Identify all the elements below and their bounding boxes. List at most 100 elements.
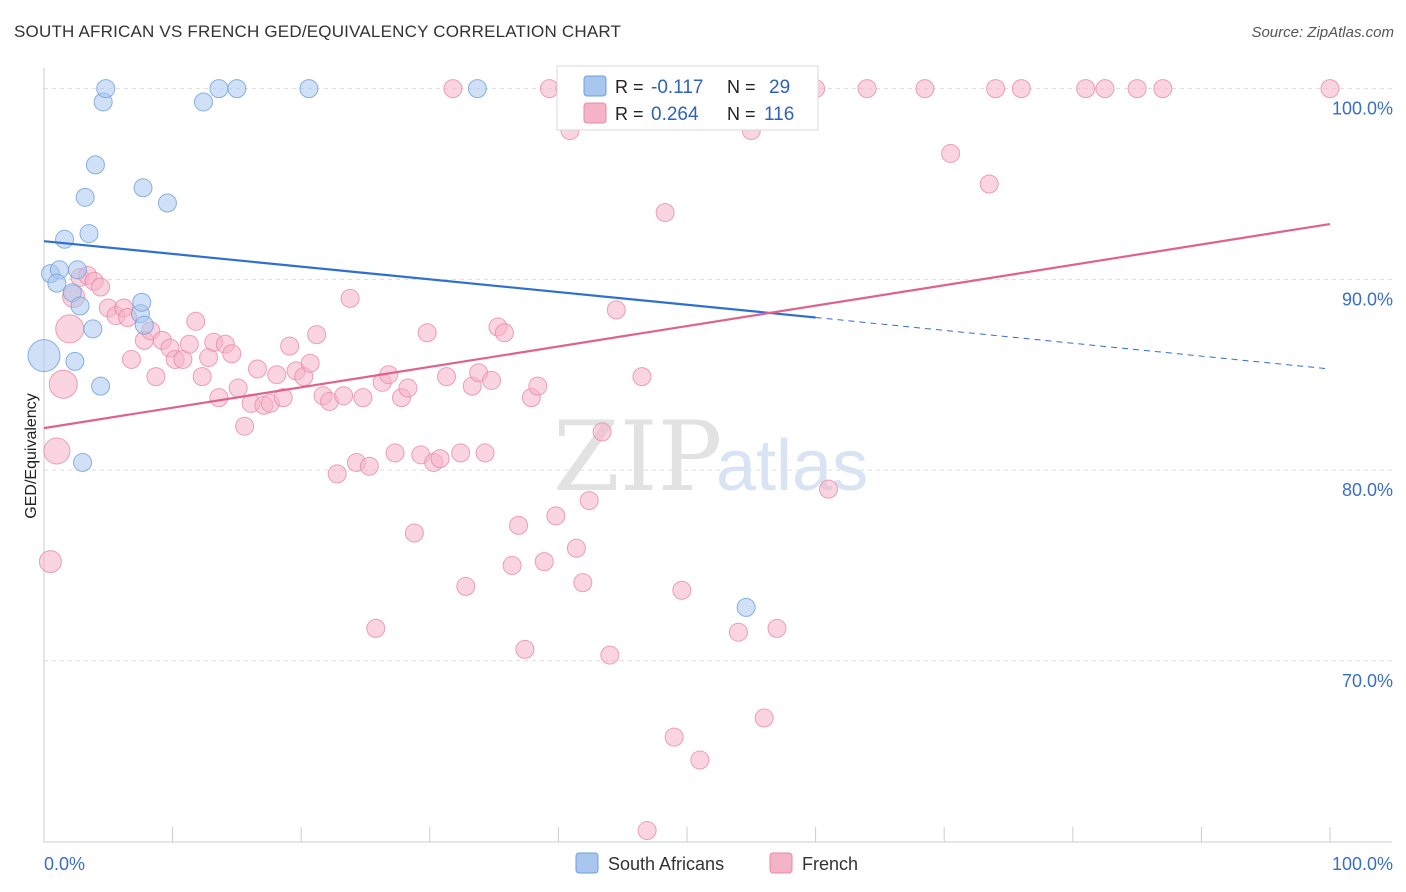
french-point-35 [267,365,287,385]
french-point-1 [43,437,71,465]
y-tick-label-1: 90.0% [1342,289,1393,309]
french-point-105 [857,79,877,99]
french-point-41 [307,325,327,345]
south-african-point-26 [467,79,487,99]
x-tick-label-1: 100.0% [1332,854,1393,874]
french-point-93 [664,727,684,747]
watermark-atlas: atlas [716,426,868,506]
legend: R = -0.117 N = 29 R = 0.264 N = 116 [556,65,819,131]
french-point-68 [482,370,502,390]
french-point-110 [1011,79,1031,99]
french-point-56 [404,523,424,543]
french-point-111 [1076,79,1096,99]
french-point-44 [327,464,347,484]
french-point-62 [443,79,463,99]
south-african-point-28 [736,597,756,617]
french-point-96 [690,750,710,770]
french-point-61 [437,367,457,387]
french-point-64 [456,576,476,596]
south-african-point-22 [193,92,213,112]
south-african-point-21 [157,193,177,213]
south-african-trend-line [43,240,816,319]
legend-n-value-2: 116 [764,104,794,125]
south-african-point-12 [83,319,103,339]
bottom-legend-swatch-french [769,852,793,874]
french-point-86 [600,645,620,665]
legend-r-label-2: R = [615,104,644,124]
french-point-73 [515,639,535,659]
south-african-point-19 [133,178,153,198]
french-point-0 [38,550,62,574]
south-african-point-11 [79,224,99,244]
legend-r-value-1: -0.117 [651,77,703,98]
french-point-30 [235,416,255,436]
bottom-legend-swatch-south-africans [575,852,599,874]
tick-labels: 100.0% 90.0% 80.0% 70.0% 0.0% 100.0% [44,99,1393,874]
legend-r-label-1: R = [615,77,644,97]
south-african-point-10 [75,187,95,207]
french-point-113 [1127,79,1147,99]
south-african-point-6 [65,351,85,371]
data-points [27,79,1340,841]
french-point-83 [579,491,599,511]
south-african-point-23 [209,79,229,99]
french-point-72 [509,515,529,535]
french-point-112 [1095,79,1115,99]
legend-swatch-french [583,102,607,124]
french-point-85 [592,422,612,442]
south-african-point-16 [96,79,116,99]
watermark: ZIP atlas [553,401,868,513]
french-point-55 [398,378,418,398]
french-point-76 [534,552,554,572]
french-point-104 [818,479,838,499]
south-african-point-3 [47,273,67,293]
french-point-58 [417,323,437,343]
legend-r-value-2: 0.264 [651,104,699,125]
french-point-75 [528,376,548,396]
french-point-71 [502,555,522,575]
south-african-point-20 [134,315,154,335]
french-point-94 [672,580,692,600]
bottom-legend-label-south-africans: South Africans [608,854,724,874]
south-african-point-14 [91,376,111,396]
south-african-point-0 [27,339,61,373]
french-point-92 [655,203,675,223]
y-axis-label: GED/Equivalency [23,393,40,518]
french-point-23 [192,367,212,387]
south-african-point-18 [132,292,152,312]
y-tick-label-0: 100.0% [1332,99,1393,119]
french-point-3 [55,314,85,344]
legend-n-value-1: 29 [769,77,790,98]
french-point-109 [979,174,999,194]
french-point-114 [1153,79,1173,99]
french-point-13 [121,349,141,369]
chart-title: SOUTH AFRICAN VS FRENCH GED/EQUIVALENCY … [14,22,622,41]
french-point-21 [179,334,199,354]
trend-lines [43,222,1331,430]
french-point-115 [1320,79,1340,99]
french-point-63 [451,443,471,463]
french-trend-line [43,222,1331,430]
french-point-81 [566,538,586,558]
french-point-67 [475,443,495,463]
french-point-40 [300,353,320,373]
grid-lines [44,88,1392,662]
watermark-zip: ZIP [553,401,722,513]
french-point-22 [186,311,206,331]
french-point-70 [494,323,514,343]
french-point-49 [359,456,379,476]
french-point-2 [48,369,78,399]
french-point-90 [637,821,657,841]
french-point-108 [986,79,1006,99]
french-point-36 [273,388,293,408]
french-point-82 [573,573,593,593]
french-point-26 [209,388,229,408]
y-tick-label-3: 70.0% [1342,671,1393,691]
south-african-point-8 [70,296,90,316]
source-credit: Source: ZipAtlas.com [1251,24,1394,41]
french-point-28 [222,344,242,364]
french-point-45 [334,386,354,406]
french-point-60 [430,449,450,469]
bottom-legend-label-french: French [802,854,858,874]
legend-swatch-south-africans [583,75,607,97]
